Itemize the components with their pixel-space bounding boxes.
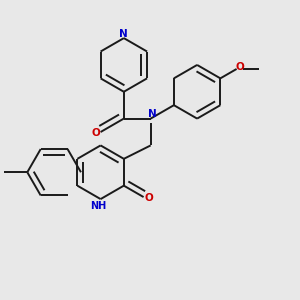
Text: O: O xyxy=(236,62,244,72)
Text: O: O xyxy=(144,193,153,203)
Text: O: O xyxy=(92,128,101,138)
Text: N: N xyxy=(119,29,128,39)
Text: NH: NH xyxy=(90,201,106,211)
Text: N: N xyxy=(148,109,157,119)
